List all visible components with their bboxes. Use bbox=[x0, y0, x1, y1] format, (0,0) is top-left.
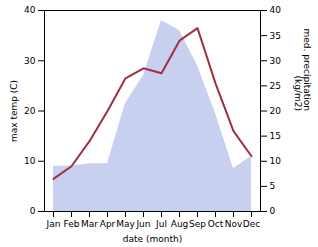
svg-text:Jul: Jul bbox=[155, 219, 167, 229]
svg-text:25: 25 bbox=[270, 81, 281, 91]
svg-text:20: 20 bbox=[24, 106, 36, 116]
svg-text:max temp (C): max temp (C) bbox=[9, 80, 19, 142]
svg-text:30: 30 bbox=[270, 56, 282, 66]
svg-text:May: May bbox=[116, 219, 135, 229]
svg-text:Dec: Dec bbox=[243, 219, 260, 229]
svg-text:Jan: Jan bbox=[46, 219, 61, 229]
svg-text:20: 20 bbox=[270, 106, 282, 116]
svg-text:10: 10 bbox=[270, 156, 282, 166]
svg-text:0: 0 bbox=[270, 206, 276, 216]
svg-text:40: 40 bbox=[24, 5, 36, 15]
svg-text:5: 5 bbox=[270, 181, 276, 191]
svg-text:Aug: Aug bbox=[171, 219, 189, 229]
svg-text:Feb: Feb bbox=[64, 219, 80, 229]
svg-text:30: 30 bbox=[24, 56, 36, 66]
svg-text:Oct: Oct bbox=[208, 219, 224, 229]
svg-text:0: 0 bbox=[30, 206, 36, 216]
svg-text:med. precipitation(kg/m2): med. precipitation(kg/m2) bbox=[293, 29, 312, 111]
svg-text:Apr: Apr bbox=[100, 219, 116, 229]
svg-text:date (month): date (month) bbox=[123, 234, 182, 244]
svg-text:40: 40 bbox=[270, 5, 282, 15]
svg-text:15: 15 bbox=[270, 131, 281, 141]
svg-text:Sep: Sep bbox=[189, 219, 206, 229]
svg-text:Nov: Nov bbox=[225, 219, 243, 229]
svg-text:Jun: Jun bbox=[135, 219, 150, 229]
svg-text:Mar: Mar bbox=[81, 219, 98, 229]
svg-text:10: 10 bbox=[24, 156, 36, 166]
svg-text:35: 35 bbox=[270, 31, 281, 41]
